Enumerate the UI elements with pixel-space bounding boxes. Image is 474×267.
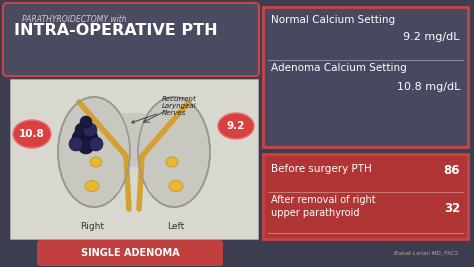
- Ellipse shape: [58, 97, 130, 207]
- Circle shape: [72, 130, 88, 146]
- Text: Normal Calcium Setting: Normal Calcium Setting: [271, 15, 395, 25]
- Circle shape: [69, 137, 83, 151]
- Text: SINGLE ADENOMA: SINGLE ADENOMA: [81, 248, 179, 258]
- Text: PARATHYROIDECTOMY with: PARATHYROIDECTOMY with: [22, 15, 127, 24]
- FancyBboxPatch shape: [263, 7, 468, 147]
- Text: 9.2 mg/dL: 9.2 mg/dL: [403, 32, 460, 42]
- Ellipse shape: [166, 157, 178, 167]
- Text: 32: 32: [444, 202, 460, 215]
- Circle shape: [75, 123, 89, 137]
- Ellipse shape: [169, 180, 183, 191]
- Circle shape: [78, 138, 94, 154]
- FancyBboxPatch shape: [263, 154, 468, 239]
- Circle shape: [82, 130, 98, 146]
- Circle shape: [83, 123, 97, 137]
- FancyBboxPatch shape: [3, 3, 259, 76]
- Circle shape: [80, 116, 92, 128]
- Text: 10.8 mg/dL: 10.8 mg/dL: [397, 82, 460, 92]
- Text: INTRA-OPERATIVE PTH: INTRA-OPERATIVE PTH: [14, 23, 218, 38]
- Text: Left: Left: [167, 222, 185, 231]
- Circle shape: [89, 137, 103, 151]
- FancyBboxPatch shape: [10, 79, 258, 239]
- Text: Recurrent
Laryngeal
Nerves: Recurrent Laryngeal Nerves: [132, 96, 197, 123]
- Text: Before surgery PTH: Before surgery PTH: [271, 164, 372, 174]
- Text: After removal of right
upper parathyroid: After removal of right upper parathyroid: [271, 195, 375, 218]
- FancyBboxPatch shape: [104, 113, 164, 167]
- Ellipse shape: [90, 157, 102, 167]
- Text: Babak Larian MD, FACS: Babak Larian MD, FACS: [394, 250, 458, 256]
- Text: Adenoma Calcium Setting: Adenoma Calcium Setting: [271, 63, 407, 73]
- Ellipse shape: [13, 120, 51, 148]
- Text: Right: Right: [80, 222, 104, 231]
- Text: 86: 86: [444, 164, 460, 177]
- Ellipse shape: [85, 180, 99, 191]
- FancyBboxPatch shape: [37, 240, 223, 266]
- Ellipse shape: [218, 113, 254, 139]
- Ellipse shape: [138, 97, 210, 207]
- Text: 10.8: 10.8: [19, 129, 45, 139]
- Text: 9.2: 9.2: [227, 121, 245, 131]
- Ellipse shape: [116, 182, 152, 210]
